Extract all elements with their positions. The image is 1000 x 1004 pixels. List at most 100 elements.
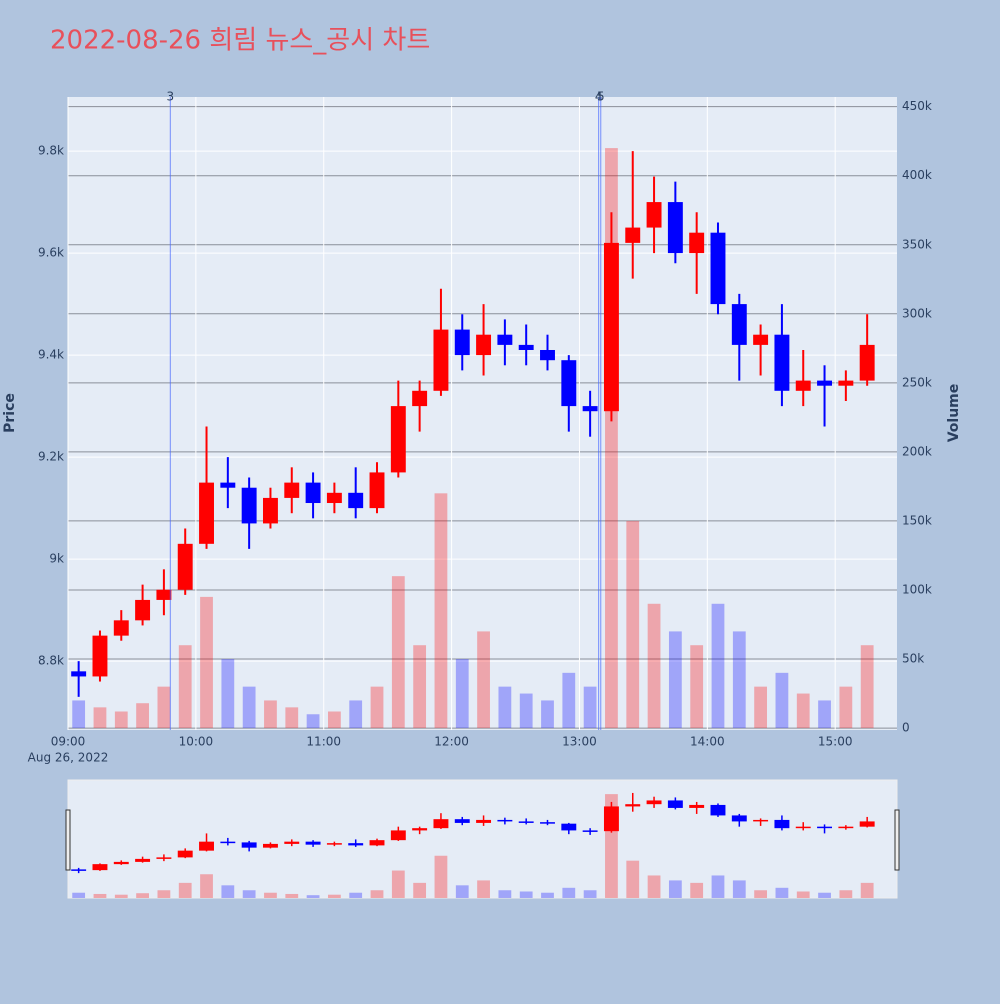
- slider-body: [199, 841, 214, 851]
- y2-tick-label: 50k: [902, 652, 924, 666]
- x-tick-label: 15:00: [818, 735, 853, 749]
- slider-handle[interactable]: [894, 809, 900, 871]
- slider-volume: [562, 887, 576, 898]
- y-tick-label: 9.2k: [38, 450, 64, 464]
- slider-body: [348, 843, 364, 846]
- candle-body: [92, 635, 108, 677]
- candle-body: [582, 406, 598, 412]
- candle-body: [476, 334, 492, 356]
- slider-body: [412, 828, 428, 831]
- volume-bar: [349, 700, 363, 729]
- candle-body: [817, 380, 833, 386]
- candle-body: [326, 492, 342, 504]
- slider-body: [540, 822, 555, 824]
- plot-area: [68, 97, 897, 730]
- slider-volume: [221, 885, 235, 898]
- candle-body: [774, 334, 790, 391]
- x-date-label: Aug 26, 2022: [28, 751, 109, 765]
- slider-body: [284, 841, 300, 844]
- slider-body: [859, 821, 875, 827]
- candle-body: [753, 334, 769, 345]
- volume-bar: [775, 672, 789, 729]
- volume-bar: [796, 693, 810, 729]
- volume-bar: [264, 700, 277, 729]
- slider-body: [774, 819, 790, 829]
- slider-volume: [327, 894, 341, 898]
- candle-body: [561, 360, 577, 407]
- volume-bar: [285, 707, 299, 729]
- volume-bar: [668, 631, 682, 729]
- volume-bar: [434, 493, 448, 729]
- candle-body: [71, 671, 87, 677]
- volume-bar: [114, 711, 128, 729]
- slider-volume: [349, 892, 363, 898]
- slider-volume: [306, 895, 320, 898]
- candle-body: [199, 482, 214, 544]
- candle-body: [412, 390, 428, 407]
- slider-body: [603, 806, 619, 832]
- slider-volume: [711, 875, 725, 898]
- candle-body: [220, 482, 236, 488]
- slider-body: [454, 819, 470, 823]
- volume-bar: [327, 711, 341, 729]
- slider-handle[interactable]: [65, 809, 71, 871]
- candle-body: [348, 492, 364, 509]
- slider-body: [710, 804, 726, 816]
- volume-bar: [178, 645, 192, 729]
- candle-body: [625, 227, 641, 243]
- slider-body: [689, 804, 705, 808]
- slider-body: [220, 841, 236, 844]
- y-tick-label: 9k: [49, 552, 64, 566]
- volume-bar: [647, 603, 661, 729]
- volume-bar: [732, 631, 746, 729]
- candle-body: [369, 472, 385, 509]
- candle-body: [305, 482, 321, 504]
- candle-body: [177, 543, 193, 590]
- slider-body: [262, 843, 278, 848]
- slider-volume: [839, 890, 853, 898]
- y2-axis-title: Volume: [946, 384, 962, 443]
- candle-body: [667, 202, 683, 254]
- volume-bar: [583, 686, 597, 729]
- y2-tick-label: 0: [902, 721, 910, 735]
- slider-body: [326, 843, 342, 845]
- slider-volume: [136, 893, 149, 898]
- slider-volume: [370, 890, 384, 898]
- slider-volume: [242, 890, 256, 898]
- volume-bar: [136, 703, 149, 729]
- slider-body: [731, 815, 747, 822]
- slider-volume: [114, 894, 128, 898]
- slider-volume: [583, 890, 597, 898]
- volume-bar: [221, 659, 235, 729]
- range-slider[interactable]: [67, 779, 898, 899]
- y-tick-label: 8.8k: [38, 654, 64, 668]
- slider-body: [135, 858, 151, 862]
- volume-bar: [370, 686, 384, 729]
- slider-volume: [455, 885, 469, 898]
- y-tick-label: 9.8k: [38, 144, 64, 158]
- slider-volume: [200, 874, 213, 898]
- slider-volume: [668, 880, 682, 898]
- slider-body: [156, 857, 172, 859]
- y-tick-label: 9.6k: [38, 246, 64, 260]
- slider-volume: [626, 860, 640, 898]
- candle-body: [838, 380, 854, 386]
- slider-body: [390, 830, 406, 841]
- y2-tick-label: 200k: [902, 444, 932, 458]
- slider-volume: [754, 890, 768, 898]
- slider-body: [433, 819, 449, 829]
- slider-volume: [775, 887, 789, 898]
- slider-body: [667, 800, 683, 808]
- slider-body: [561, 823, 577, 831]
- x-tick-label: 12:00: [434, 735, 469, 749]
- candle-body: [795, 380, 811, 391]
- volume-bar: [711, 603, 725, 729]
- x-tick-label: 14:00: [690, 735, 725, 749]
- slider-body: [177, 850, 193, 858]
- y-axis-title: Price: [2, 393, 18, 433]
- volume-bar: [818, 700, 831, 729]
- slider-body: [838, 826, 854, 829]
- y2-tick-label: 300k: [902, 306, 932, 320]
- slider-volume: [434, 855, 448, 898]
